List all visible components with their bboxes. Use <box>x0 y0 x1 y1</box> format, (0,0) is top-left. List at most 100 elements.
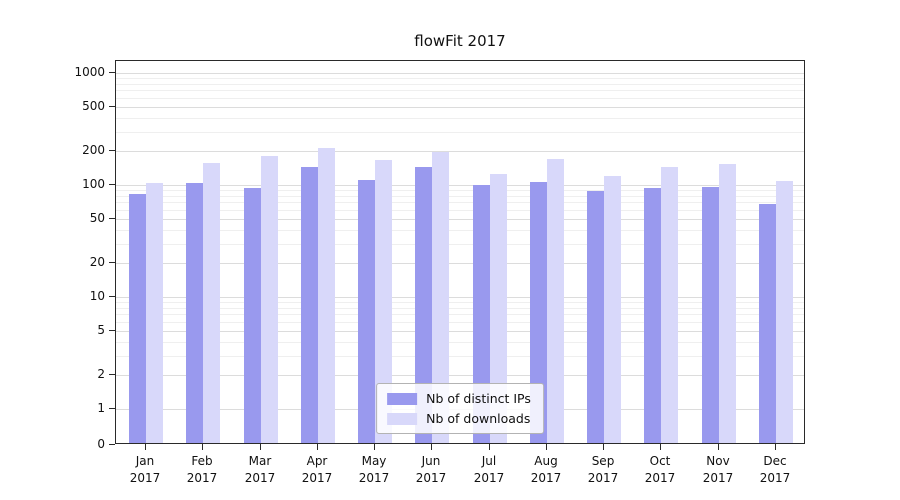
x-tick-mark <box>202 444 203 450</box>
gridline-minor <box>116 97 804 99</box>
bar-downloads <box>776 181 793 443</box>
gridline-major <box>116 151 804 153</box>
x-tick-mark <box>775 444 776 450</box>
bar-distinct-ips <box>702 187 719 443</box>
x-tick-label: Dec 2017 <box>759 454 791 485</box>
gridline-minor <box>116 307 804 309</box>
gridline-minor <box>116 131 804 133</box>
y-tick-label: 50 <box>89 211 105 225</box>
bar-downloads <box>146 183 163 443</box>
bar-downloads <box>261 156 278 443</box>
legend-swatch-distinct-ips <box>387 392 418 405</box>
y-tick-mark <box>109 330 115 331</box>
y-tick-mark <box>109 408 115 409</box>
x-tick-mark <box>145 444 146 450</box>
y-tick-label: 2 <box>97 367 105 381</box>
y-tick-mark <box>109 150 115 151</box>
y-tick-label: 200 <box>82 143 105 157</box>
y-tick-mark <box>109 296 115 297</box>
gridline-major <box>116 330 804 332</box>
bar-distinct-ips <box>415 167 432 443</box>
legend-item-downloads: Nb of downloads <box>387 411 531 426</box>
x-tick-mark <box>317 444 318 450</box>
gridline-major <box>116 297 804 298</box>
x-tick-label: Feb 2017 <box>186 454 218 485</box>
gridline-minor <box>116 190 804 192</box>
gridline-minor <box>116 90 804 92</box>
gridline-major <box>116 73 804 74</box>
legend-swatch-downloads <box>387 412 418 425</box>
bar-distinct-ips <box>358 180 375 443</box>
legend-item-distinct-ips: Nb of distinct IPs <box>387 391 531 406</box>
gridline-minor <box>116 355 804 357</box>
legend: Nb of distinct IPs Nb of downloads <box>376 383 544 434</box>
x-tick-mark <box>603 444 604 450</box>
x-tick-label: Jun 2017 <box>415 454 447 485</box>
x-tick-label: Sep 2017 <box>587 454 619 485</box>
bar-distinct-ips <box>473 185 490 443</box>
bar-downloads <box>432 152 449 443</box>
x-tick-mark <box>431 444 432 450</box>
y-tick-label: 1000 <box>74 65 105 79</box>
gridline-minor <box>116 78 804 80</box>
x-tick-label: Mar 2017 <box>244 454 276 485</box>
gridline-minor <box>116 243 804 245</box>
y-tick-label: 100 <box>82 177 105 191</box>
y-tick-label: 500 <box>82 99 105 113</box>
gridline-minor <box>116 302 804 304</box>
x-tick-mark <box>374 444 375 450</box>
y-tick-mark <box>109 444 115 445</box>
x-tick-mark <box>260 444 261 450</box>
bar-downloads <box>661 167 678 443</box>
y-tick-label: 0 <box>97 437 105 451</box>
bar-downloads <box>318 148 335 443</box>
gridline-major <box>116 263 804 265</box>
x-tick-mark <box>718 444 719 450</box>
x-tick-label: May 2017 <box>358 454 390 485</box>
bar-distinct-ips <box>759 204 776 443</box>
bar-distinct-ips <box>587 191 604 443</box>
x-tick-mark <box>489 444 490 450</box>
x-tick-label: Aug 2017 <box>530 454 562 485</box>
gridline-major <box>116 185 804 186</box>
gridline-minor <box>116 195 804 197</box>
x-tick-label: Oct 2017 <box>644 454 676 485</box>
y-tick-mark <box>109 106 115 107</box>
bar-downloads <box>203 163 220 443</box>
bar-downloads <box>375 160 392 443</box>
y-tick-mark <box>109 218 115 219</box>
y-tick-label: 20 <box>89 255 105 269</box>
y-tick-mark <box>109 374 115 375</box>
x-tick-label: Jan 2017 <box>129 454 161 485</box>
x-tick-label: Apr 2017 <box>301 454 333 485</box>
bar-downloads <box>547 159 564 443</box>
gridline-major <box>116 218 804 220</box>
bar-downloads <box>490 174 507 443</box>
gridline-minor <box>116 209 804 211</box>
bar-distinct-ips <box>129 194 146 443</box>
y-tick-label: 1 <box>97 401 105 415</box>
gridline-minor <box>116 341 804 343</box>
gridline-minor <box>116 117 804 119</box>
x-tick-label: Jul 2017 <box>473 454 505 485</box>
gridline-minor <box>116 314 804 316</box>
x-tick-label: Nov 2017 <box>702 454 734 485</box>
y-tick-label: 10 <box>89 289 105 303</box>
y-tick-mark <box>109 184 115 185</box>
gridline-major <box>116 106 804 108</box>
y-tick-mark <box>109 262 115 263</box>
x-tick-mark <box>546 444 547 450</box>
bar-distinct-ips <box>186 183 203 443</box>
x-tick-mark <box>660 444 661 450</box>
plot-area: Nb of distinct IPs Nb of downloads <box>115 60 805 444</box>
bar-distinct-ips <box>244 188 261 443</box>
legend-label-downloads: Nb of downloads <box>426 411 531 426</box>
gridline-minor <box>116 229 804 231</box>
gridline-minor <box>116 202 804 204</box>
gridline-minor <box>116 83 804 85</box>
gridline-major <box>116 375 804 377</box>
bar-downloads <box>604 176 621 443</box>
bar-distinct-ips <box>530 182 547 443</box>
bar-downloads <box>719 164 736 443</box>
